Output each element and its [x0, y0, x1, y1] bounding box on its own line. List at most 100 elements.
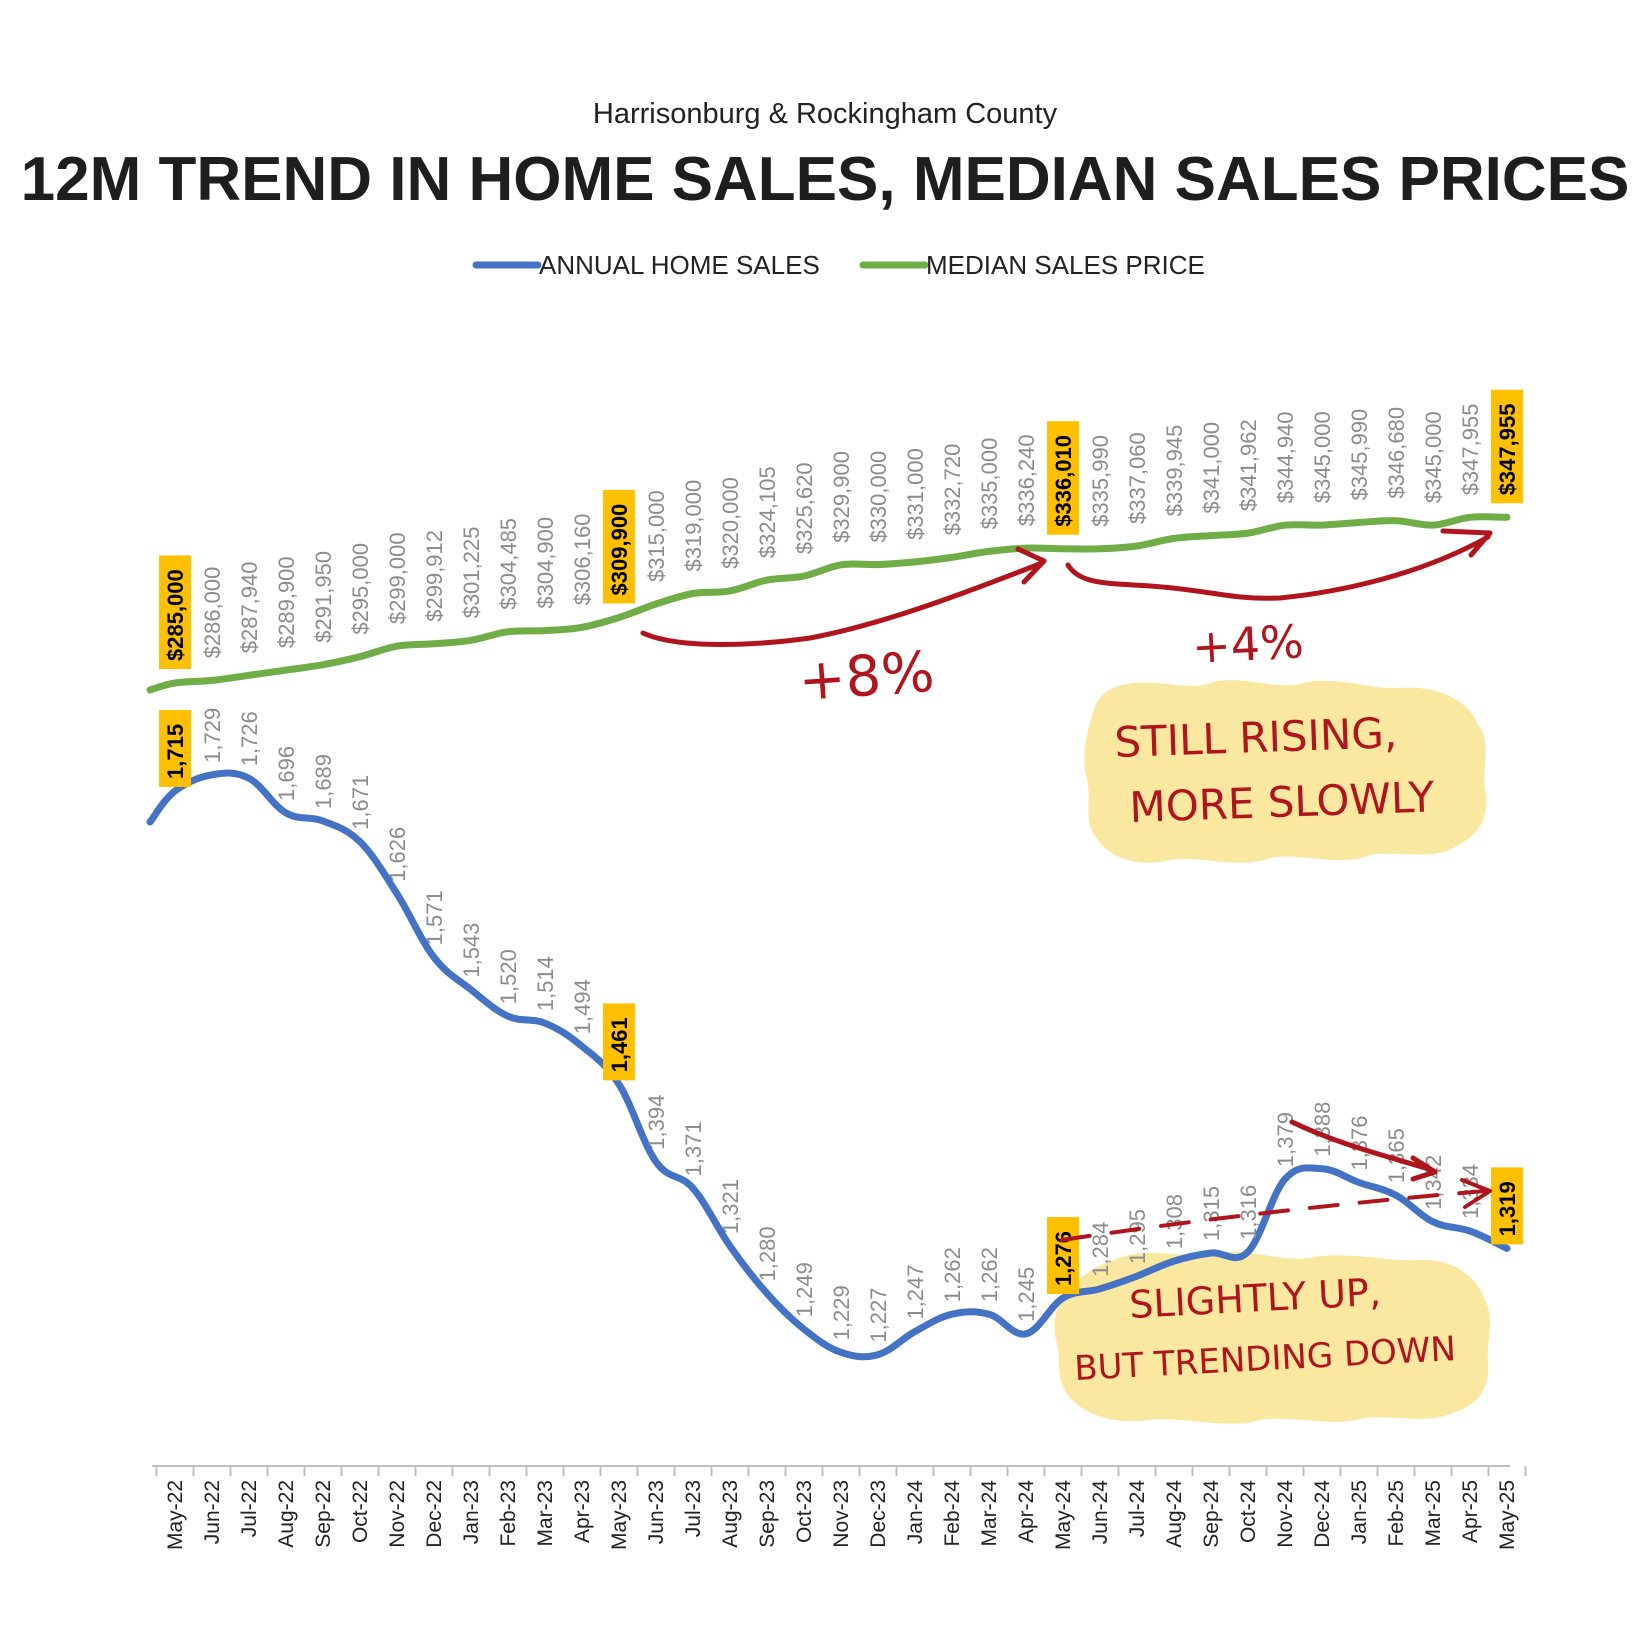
chart-title: 12M TREND IN HOME SALES, MEDIAN SALES PR… — [21, 145, 1630, 214]
price-data-label: $339,945 — [1162, 425, 1187, 517]
sales-data-label: 1,262 — [977, 1247, 1002, 1302]
sales-data-label: 1,249 — [792, 1262, 817, 1317]
price-data-label: $344,940 — [1273, 411, 1298, 503]
x-tick-label: Nov-22 — [386, 1480, 409, 1548]
annotation-plus-8-percent: +8% — [796, 640, 936, 714]
x-tick-label: Jan-23 — [460, 1480, 483, 1544]
price-data-label: $319,000 — [681, 480, 706, 572]
sales-data-label: 1,689 — [311, 754, 336, 809]
x-tick-label: Jun-22 — [201, 1480, 224, 1544]
price-arrow-1-head — [1015, 546, 1047, 585]
x-tick-label: Nov-24 — [1274, 1480, 1297, 1548]
legend: ANNUAL HOME SALES MEDIAN SALES PRICE — [472, 250, 1205, 280]
sales-data-label: 1,671 — [348, 775, 373, 830]
price-arrow-2 — [1065, 534, 1491, 601]
x-tick-label: Dec-24 — [1311, 1480, 1334, 1548]
x-tick-label: Jun-24 — [1089, 1480, 1112, 1545]
price-data-label: $337,060 — [1125, 432, 1150, 524]
price-data-label: $291,950 — [311, 551, 336, 643]
sales-dashed-trend — [1060, 1189, 1487, 1242]
price-highlight-box — [159, 555, 191, 669]
x-tick-label: May-23 — [608, 1480, 631, 1550]
price-data-label: $287,940 — [237, 561, 262, 653]
price-data-label: $335,990 — [1088, 435, 1113, 527]
sales-data-label: 1,284 — [1088, 1222, 1113, 1277]
price-data-label: $324,105 — [755, 466, 780, 558]
price-data-label: $331,000 — [903, 448, 928, 540]
sales-data-label: 1,319 — [1495, 1181, 1520, 1236]
sales-data-label: 1,729 — [200, 708, 225, 763]
sales-data-label: 1,379 — [1273, 1112, 1298, 1167]
x-tick-label: Sep-22 — [312, 1480, 335, 1548]
price-data-label: $315,000 — [644, 490, 669, 582]
sales-highlight-box — [1047, 1217, 1079, 1295]
series-layer — [146, 513, 1511, 1361]
sales-data-label: 1,315 — [1199, 1186, 1224, 1241]
sales-data-label: 1,726 — [237, 711, 262, 766]
price-data-label: $304,900 — [533, 517, 558, 609]
price-note-bubble — [1084, 680, 1487, 863]
price-data-label: $345,990 — [1347, 409, 1372, 501]
price-data-label: $289,900 — [274, 556, 299, 648]
price-data-label: $332,720 — [940, 444, 965, 536]
price-data-label: $341,962 — [1236, 419, 1261, 511]
price-data-label: $345,000 — [1310, 411, 1335, 503]
sales-data-label: 1,461 — [607, 1017, 632, 1072]
price-highlight-box — [603, 489, 635, 604]
x-tick-label: Mar-25 — [1422, 1480, 1445, 1547]
sales-data-label: 1,316 — [1236, 1185, 1261, 1240]
sales-data-label: 1,543 — [459, 923, 484, 978]
sales-data-label: 1,245 — [1014, 1267, 1039, 1322]
price-highlight-box — [1047, 421, 1079, 535]
sales-data-label: 1,494 — [570, 979, 595, 1034]
x-tick-label: Sep-23 — [756, 1480, 779, 1548]
x-tick-label: Dec-22 — [423, 1480, 446, 1548]
x-tick-label: Jul-22 — [238, 1480, 261, 1537]
x-tick-label: Jan-24 — [904, 1480, 927, 1545]
x-tick-label: May-22 — [164, 1480, 187, 1550]
x-tick-label: Sep-24 — [1200, 1480, 1223, 1548]
price-data-label: $301,225 — [459, 527, 484, 619]
x-tick-label: Nov-23 — [830, 1480, 853, 1548]
price-data-label: $330,000 — [866, 451, 891, 543]
price-data-label: $320,000 — [718, 477, 743, 569]
x-tick-label: Jan-25 — [1348, 1480, 1371, 1544]
x-tick-label: Dec-23 — [867, 1480, 890, 1548]
sales-highlight-box — [603, 1003, 635, 1081]
x-tick-label: Feb-25 — [1385, 1480, 1408, 1547]
price-data-label: $325,620 — [792, 462, 817, 554]
data-label-layer: 1,715 1,729 1,726 1,696 1,689 1,671 1,626 1,571… — [159, 389, 1523, 1343]
x-tick-label: Aug-23 — [719, 1480, 742, 1548]
chart-subtitle: Harrisonburg & Rockingham County — [593, 98, 1058, 130]
sales-data-label: 1,571 — [422, 890, 447, 945]
x-tick-label: Feb-24 — [941, 1480, 964, 1547]
sales-dashed-trend-head — [1460, 1178, 1492, 1209]
price-data-label: $299,000 — [385, 532, 410, 624]
price-data-label: $345,000 — [1421, 411, 1446, 503]
x-tick-label: Jul-23 — [682, 1480, 705, 1537]
x-tick-label: Feb-23 — [497, 1480, 520, 1547]
sales-trend-arrow — [1289, 1119, 1435, 1173]
x-tick-label: May-24 — [1052, 1480, 1075, 1550]
price-data-label: $336,240 — [1014, 434, 1039, 526]
sales-data-label: 1,696 — [274, 746, 299, 801]
sales-data-label: 1,280 — [755, 1226, 780, 1281]
price-data-label: $336,010 — [1051, 435, 1076, 527]
sales-data-label: 1,520 — [496, 949, 521, 1004]
price-data-label: $341,000 — [1199, 422, 1224, 514]
price-data-label: $347,955 — [1458, 404, 1483, 496]
x-tick-label: Aug-24 — [1163, 1480, 1186, 1548]
price-arrow-1 — [640, 560, 1045, 647]
sales-data-label: 1,262 — [940, 1247, 965, 1302]
x-tick-label: Aug-22 — [275, 1480, 298, 1548]
price-data-label: $295,000 — [348, 543, 373, 635]
series-line-annual-home-sales — [146, 769, 1511, 1361]
price-data-label: $309,900 — [607, 504, 632, 596]
sales-data-label: 1,229 — [829, 1285, 854, 1340]
sales-highlight-box — [159, 710, 191, 787]
price-note-line2: MORE SLOWLY — [1129, 772, 1436, 832]
legend-label-price: MEDIAN SALES PRICE — [926, 250, 1205, 280]
sales-data-label: 1,626 — [385, 827, 410, 882]
sales-data-label: 1,321 — [718, 1179, 743, 1234]
